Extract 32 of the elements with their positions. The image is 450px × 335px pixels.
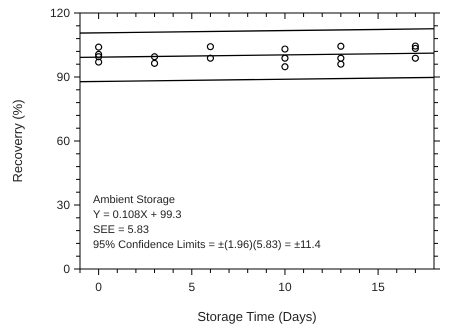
- point: [412, 42, 419, 50]
- annotation: Ambient Storage: [93, 194, 175, 206]
- annotation: SEE = 5.83: [93, 224, 149, 236]
- point: [337, 54, 344, 62]
- x-tick-label: 0: [95, 280, 102, 294]
- y-axis-title: Recoverry (%): [10, 99, 25, 183]
- y-tick-label: 120: [50, 6, 70, 20]
- x-tick-label: 15: [371, 280, 386, 294]
- point: [337, 42, 344, 50]
- y-tick-label: 30: [56, 198, 70, 212]
- point: [281, 45, 289, 53]
- annotation: 95% Confidence Limits = ±(1.96)(5.83) = ±11.4: [93, 239, 321, 251]
- point: [95, 50, 102, 58]
- point: [150, 53, 158, 60]
- annotation: Y = 0.108X + 99.3: [93, 209, 182, 221]
- x-tick-label: 5: [188, 280, 196, 294]
- point: [412, 44, 419, 52]
- point: [95, 58, 102, 66]
- y-tick-label: 90: [56, 70, 70, 84]
- y-tick-label: 0: [63, 262, 70, 276]
- x-axis-title: Storage Time (Days): [197, 309, 317, 324]
- point: [206, 54, 214, 62]
- point: [281, 63, 289, 70]
- x-tick-label: 10: [278, 280, 292, 294]
- point: [412, 54, 419, 62]
- y-tick-label: 60: [56, 134, 70, 148]
- point: [337, 60, 344, 68]
- point: [95, 53, 102, 60]
- point: [95, 44, 102, 51]
- point: [206, 43, 214, 50]
- point: [150, 60, 158, 67]
- point: [281, 54, 289, 62]
